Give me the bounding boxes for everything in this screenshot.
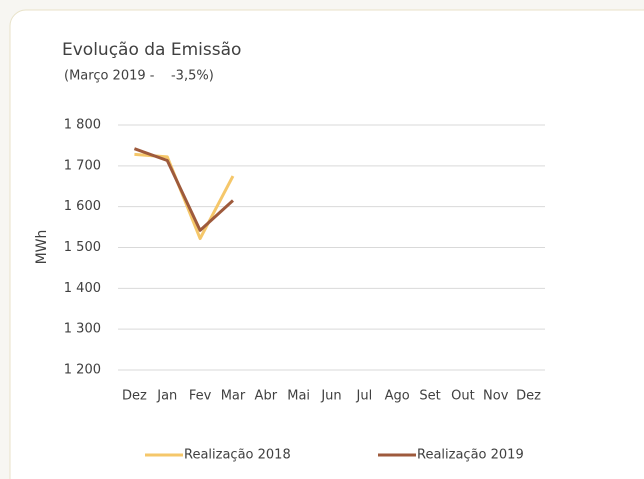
x-tick-label: Jun [320,389,341,404]
y-tick-label: 1 700 [64,158,101,173]
y-tick-label: 1 600 [64,199,101,214]
y-tick-label: 1 400 [64,281,101,296]
y-tick-label: 1 200 [64,363,101,378]
x-tick-label: Mai [287,389,310,404]
x-tick-label: Abr [255,389,278,404]
chart-subtitle: (Março 2019 - -3,5%) [64,69,214,84]
x-tick-label: Dez [122,389,147,404]
y-tick-label: 1 800 [64,118,101,133]
x-tick-label: Jan [156,389,177,404]
x-tick-label: Fev [189,389,212,404]
y-tick-label: 1 500 [64,240,101,255]
x-tick-label: Ago [385,389,410,404]
x-tick-label: Jul [356,389,373,404]
chart-card [9,9,644,479]
x-tick-label: Mar [221,389,246,404]
chart-title: Evolução da Emissão [62,40,241,60]
x-tick-label: Dez [516,389,541,404]
x-tick-label: Set [419,389,440,404]
series-line [133,147,234,232]
x-tick-label: Nov [483,389,509,404]
legend-label: Realização 2018 [184,448,291,463]
y-tick-label: 1 300 [64,322,101,337]
x-tick-label: Out [451,389,475,404]
legend-label: Realização 2019 [417,448,524,463]
y-axis-label: MWh [34,230,50,265]
